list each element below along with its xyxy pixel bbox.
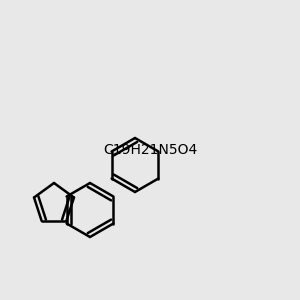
Text: C19H21N5O4: C19H21N5O4 <box>103 143 197 157</box>
